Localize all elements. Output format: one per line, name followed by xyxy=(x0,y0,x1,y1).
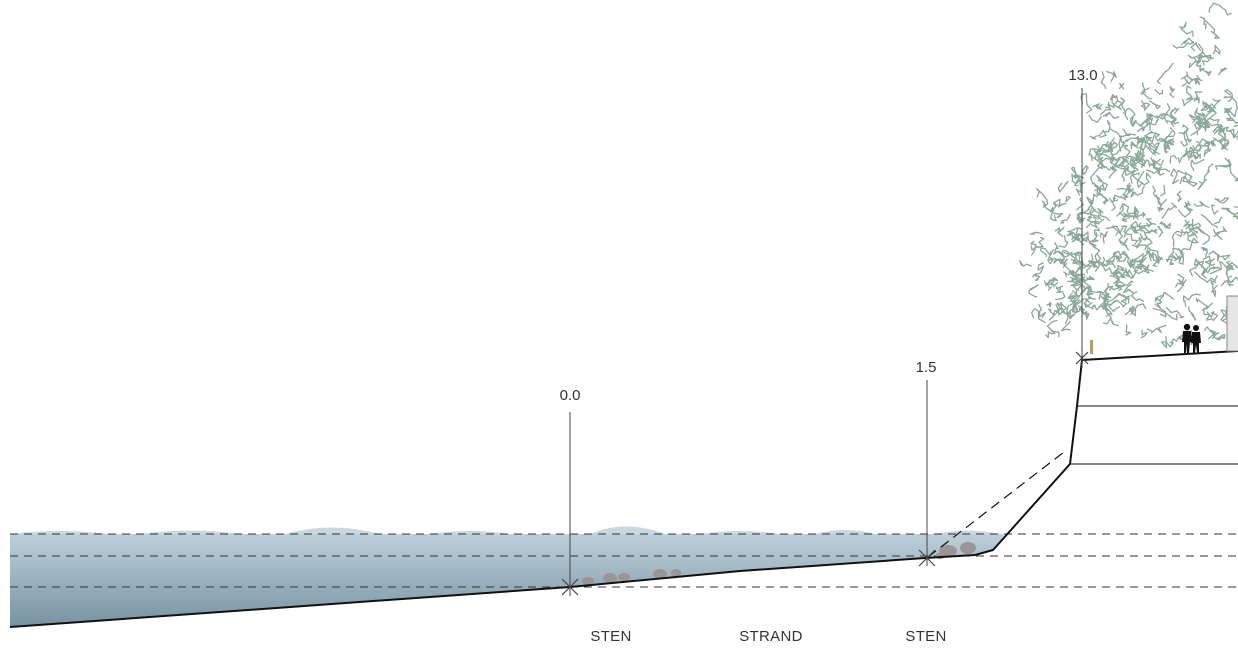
post xyxy=(1090,340,1093,354)
level-label-13: 13.0 xyxy=(1068,67,1097,84)
water-level-lines xyxy=(10,533,1238,588)
water-body xyxy=(10,534,1005,627)
people-silhouette-icon xyxy=(1182,323,1201,353)
material-label-strand: STRAND xyxy=(739,628,802,645)
material-label-sten-2: STEN xyxy=(905,628,946,645)
building-edge xyxy=(1226,295,1238,352)
material-label-sten-1: STEN xyxy=(590,628,631,645)
ground-profile-line xyxy=(9,350,1238,628)
tree-foliage-icon xyxy=(1019,2,1238,349)
water-waves xyxy=(10,526,1000,534)
level-marker-13: 13.0 xyxy=(1068,67,1098,368)
level-label-1-5: 1.5 xyxy=(916,359,937,376)
level-label-0: 0.0 xyxy=(560,387,581,404)
terrace-lines xyxy=(1070,405,1238,465)
level-marker-1-5: 1.5 xyxy=(916,359,937,567)
existing-slope-dashed xyxy=(927,451,1065,558)
level-marker-0: 0.0 xyxy=(560,387,581,596)
